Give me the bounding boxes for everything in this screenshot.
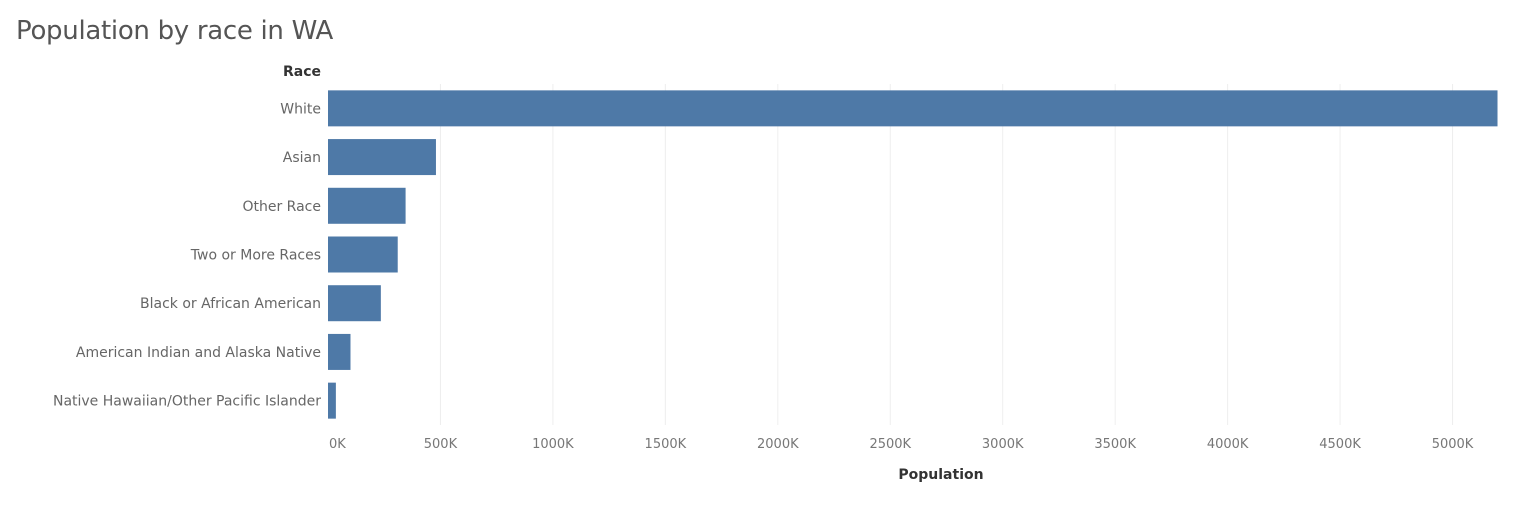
chart-title: Population by race in WA [16,16,334,46]
x-axis-title: Population [898,467,983,483]
bar [328,236,398,273]
category-label: Two or More Races [190,248,321,264]
bar [328,382,336,419]
bar [328,285,381,322]
x-tick-label: 2500K [869,437,911,452]
x-tick-label: 500K [424,437,458,452]
category-label: Native Hawaiian/Other Pacific Islander [53,394,321,410]
x-tick-label: 4500K [1319,437,1361,452]
x-tick-labels: 0K 500K 1000K 1500K 2000K 2500K 3000K 3500K 4000… [329,437,1474,452]
x-tick-label: 5000K [1432,437,1474,452]
x-tick-label: 3500K [1094,437,1136,452]
x-tick-label: 1500K [645,437,687,452]
bars [328,90,1498,419]
category-label: Other Race [242,199,321,215]
x-tick-label: 4000K [1207,437,1249,452]
x-tick-label: 0K [329,437,346,452]
category-label: Asian [283,150,321,166]
category-label: American Indian and Alaska Native [76,345,321,361]
bar [328,90,1498,127]
bar [328,187,406,224]
bar [328,139,436,176]
y-axis-header: Race [282,64,321,80]
x-tick-label: 1000K [532,437,574,452]
grid-lines [439,84,1454,425]
x-tick-label: 2000K [757,437,799,452]
bar [328,333,351,370]
category-label: Black or African American [140,296,321,312]
x-tick-label: 3000K [982,437,1024,452]
category-labels: White Asian Other Race Two or More Races Bla… [53,101,321,409]
category-label: White [280,101,321,117]
